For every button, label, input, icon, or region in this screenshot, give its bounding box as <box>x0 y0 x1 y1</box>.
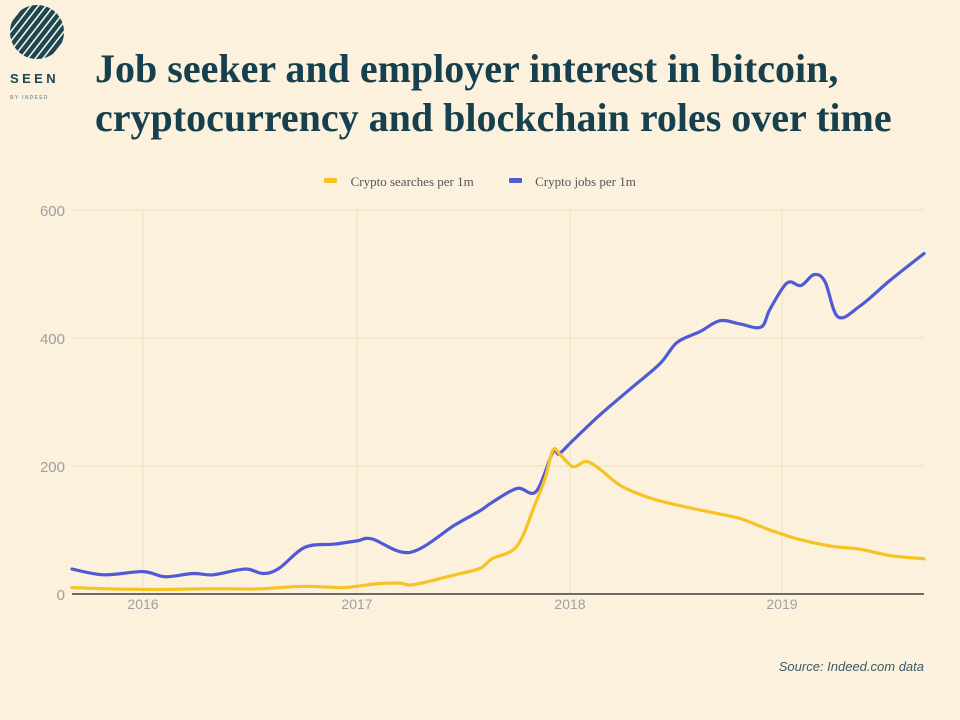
svg-text:0: 0 <box>57 587 65 604</box>
svg-text:2017: 2017 <box>341 596 372 612</box>
svg-text:2018: 2018 <box>554 596 585 612</box>
svg-text:2019: 2019 <box>766 596 797 612</box>
svg-text:400: 400 <box>40 331 65 348</box>
svg-text:2016: 2016 <box>127 596 158 612</box>
svg-text:200: 200 <box>40 459 65 476</box>
svg-text:600: 600 <box>40 203 65 220</box>
